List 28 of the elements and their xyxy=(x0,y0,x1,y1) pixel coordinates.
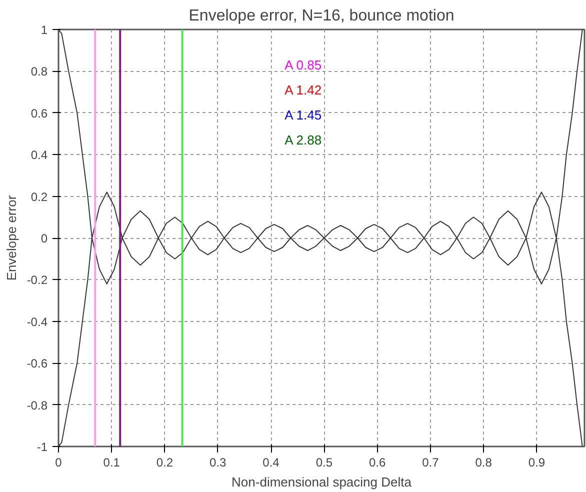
annotation: A 2.88 xyxy=(284,132,322,148)
y-tick-label: 0.6 xyxy=(30,106,48,120)
y-tick-label: 0.4 xyxy=(30,148,48,162)
chart-title: Envelope error, N=16, bounce motion xyxy=(188,8,454,24)
x-tick-label: 0.6 xyxy=(368,456,386,470)
x-tick-label: 0.9 xyxy=(528,456,546,470)
annotation: A 1.42 xyxy=(284,82,322,98)
x-tick-label: 0.2 xyxy=(156,456,174,470)
y-tick-label: -0.2 xyxy=(26,273,48,288)
x-tick-label: 0.8 xyxy=(475,456,492,470)
y-tick-label: 0.2 xyxy=(30,190,48,204)
x-tick-label: 0.7 xyxy=(422,456,440,470)
y-tick-label: 0 xyxy=(40,232,48,246)
x-tick-label: 0.4 xyxy=(262,456,280,470)
annotation: A 0.85 xyxy=(284,57,322,72)
y-axis-title: Envelope error xyxy=(4,194,19,281)
y-tick-label: -0.6 xyxy=(26,356,48,371)
y-tick-label: -1 xyxy=(36,440,48,454)
y-tick-label: -0.4 xyxy=(26,314,48,329)
y-tick-label: 0.8 xyxy=(30,64,48,79)
y-tick-label: 1 xyxy=(40,23,48,37)
x-tick-label: 0.3 xyxy=(210,456,227,470)
annotation: A 1.45 xyxy=(284,107,322,122)
x-tick-label: 0.1 xyxy=(103,456,120,470)
x-axis-title: Non-dimensional spacing Delta xyxy=(232,474,412,490)
y-tick-label: -0.8 xyxy=(26,398,48,412)
x-tick-label: 0.5 xyxy=(316,456,333,470)
x-tick-label: 0 xyxy=(55,456,62,470)
